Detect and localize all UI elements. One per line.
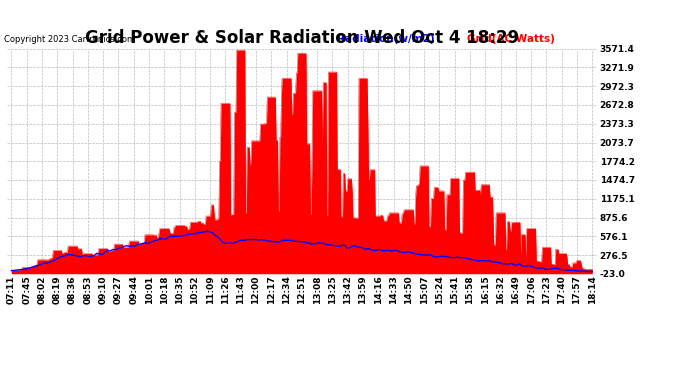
Text: Copyright 2023 Cartronics.com: Copyright 2023 Cartronics.com (4, 35, 135, 44)
Text: Radiation(w/m2): Radiation(w/m2) (337, 34, 435, 44)
Title: Grid Power & Solar Radiation Wed Oct 4 18:29: Grid Power & Solar Radiation Wed Oct 4 1… (85, 29, 519, 47)
Text: Grid(AC Watts): Grid(AC Watts) (467, 34, 555, 44)
